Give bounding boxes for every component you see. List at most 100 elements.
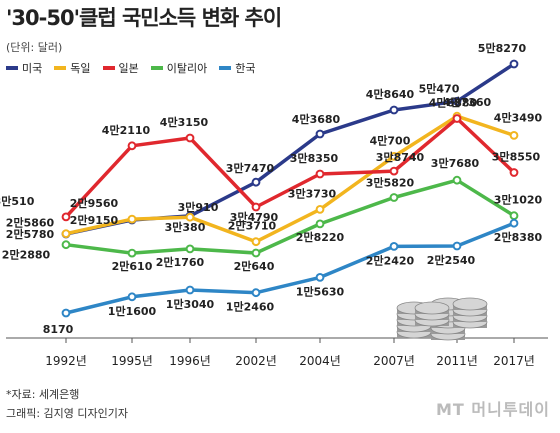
source-note: *자료: 세계은행 — [6, 388, 80, 401]
data-point — [389, 105, 399, 115]
data-label: 3만5820 — [366, 176, 415, 190]
x-tick-label: 1992년 — [45, 354, 87, 368]
data-label: 4만700 — [370, 133, 411, 147]
data-point — [509, 59, 519, 69]
data-label: 3만380 — [165, 220, 206, 234]
legend-swatch — [6, 66, 18, 70]
data-point — [315, 129, 325, 139]
data-point — [185, 285, 195, 295]
data-label: 1만1600 — [108, 304, 157, 318]
data-label: 4만7360 — [443, 95, 492, 109]
series-line — [65, 221, 515, 315]
data-point — [127, 141, 137, 151]
coins-illustration — [396, 297, 488, 341]
legend-item: 미국 — [6, 60, 42, 76]
x-tick-label: 2007년 — [373, 354, 415, 368]
legend-label: 미국 — [22, 62, 43, 75]
data-label: 2만2540 — [427, 253, 476, 267]
legend-swatch — [150, 66, 163, 70]
coin-face — [452, 297, 488, 311]
data-label: 4만3150 — [160, 115, 209, 129]
series-line — [64, 116, 516, 219]
legend-item: 이탈리아 — [150, 60, 208, 76]
legend-label: 일본 — [118, 62, 139, 75]
legend-swatch — [102, 66, 115, 70]
unit-label: (단위: 달러) — [6, 41, 63, 54]
data-point — [315, 219, 325, 229]
data-point — [509, 218, 519, 228]
data-point — [251, 202, 261, 212]
data-label: 1만3040 — [166, 297, 215, 311]
data-label: 2만3710 — [228, 219, 277, 233]
data-point — [509, 131, 519, 140]
data-label: 5만470 — [419, 81, 460, 95]
data-label: 1만5630 — [296, 284, 345, 298]
data-point — [251, 177, 261, 187]
data-label: 8170 — [43, 323, 74, 336]
data-point — [315, 169, 325, 179]
data-point — [61, 240, 71, 250]
legend-item: 일본 — [102, 60, 139, 76]
data-point — [315, 205, 325, 214]
coin-face — [414, 301, 450, 315]
legend-label: 한국 — [235, 62, 256, 75]
data-label: 3만7470 — [226, 161, 275, 175]
data-point — [127, 214, 137, 224]
data-label: 2만5860 — [6, 216, 55, 230]
data-label: 2만640 — [234, 259, 275, 273]
data-point — [185, 133, 195, 143]
data-point — [61, 229, 71, 239]
legend-item: 독일 — [54, 60, 91, 76]
data-point — [389, 242, 399, 251]
data-label: 3만8550 — [492, 150, 541, 164]
data-label: 5만8270 — [478, 41, 527, 55]
x-tick-label: 2017년 — [493, 354, 535, 368]
publisher-logo: MT 머니투데이 — [435, 400, 550, 419]
data-point — [251, 288, 261, 298]
x-tick-label: 1995년 — [111, 354, 153, 368]
legend-swatch — [54, 66, 67, 70]
x-tick-label: 2002년 — [235, 354, 277, 368]
data-label: 3만8740 — [376, 150, 425, 164]
data-label: 4만3680 — [292, 112, 341, 126]
data-label: 3만3730 — [288, 186, 337, 200]
legend-swatch — [219, 66, 232, 70]
data-label: 3만510 — [0, 194, 35, 208]
data-label: 1만2460 — [226, 300, 275, 314]
data-label: 3만7680 — [431, 156, 480, 170]
data-point — [127, 248, 137, 258]
graphic-credit: 그래픽: 김지영 디자인기자 — [6, 407, 129, 420]
data-point — [452, 96, 462, 106]
data-label: 3만4790 — [230, 210, 279, 224]
data-point — [61, 212, 71, 222]
legend-label: 이탈리아 — [166, 62, 208, 75]
data-point — [389, 152, 399, 161]
data-label: 2만9150 — [70, 213, 119, 227]
data-point — [61, 308, 71, 318]
data-point — [509, 168, 519, 177]
data-point — [185, 212, 195, 222]
data-point — [452, 175, 462, 185]
data-label: 4만8640 — [366, 87, 415, 101]
data-label: 2만8380 — [494, 230, 543, 244]
data-point — [389, 166, 399, 176]
data-point — [509, 211, 519, 221]
x-tick-label: 2011년 — [436, 354, 478, 368]
x-tick-label: 2004년 — [299, 354, 341, 368]
data-label: 2만1760 — [156, 255, 205, 269]
x-axis: 1992년 1995년 1996년 2002년 2004년 2007년 2011년 2017년 — [6, 337, 548, 368]
x-tick-label: 1996년 — [169, 354, 211, 368]
data-label: 2만610 — [112, 259, 153, 273]
legend-label: 독일 — [70, 62, 91, 75]
series-line — [65, 114, 515, 244]
data-label: 2만2880 — [2, 248, 51, 262]
data-point — [452, 114, 462, 123]
data-label: 4만3490 — [494, 110, 543, 124]
data-label: 3만910 — [178, 200, 219, 214]
data-point — [185, 244, 195, 254]
data-point — [251, 248, 261, 258]
data-label: 2만9560 — [70, 196, 119, 210]
series-lines — [61, 59, 519, 318]
data-point — [452, 241, 462, 251]
